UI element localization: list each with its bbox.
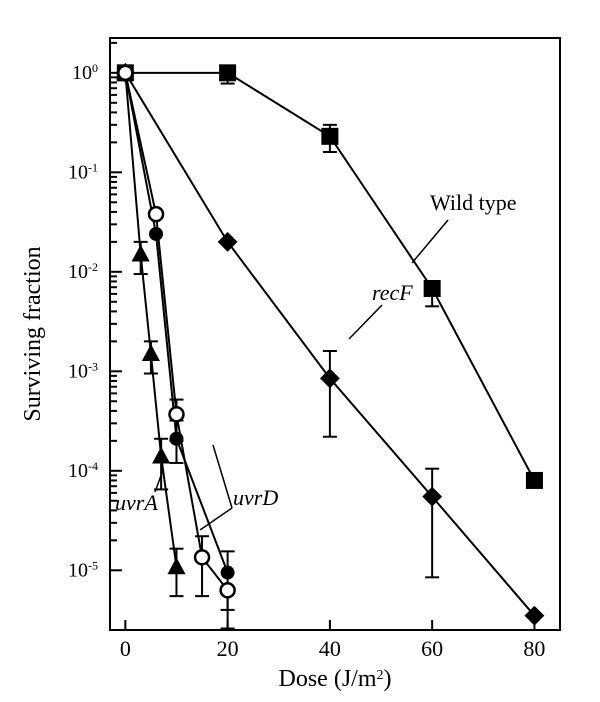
chart-svg: 0 20 40 60 80 Dose (J/m2) 100 10-1 10-2 10-3 10-4 1… — [0, 0, 600, 702]
svg-text:10-3: 10-3 — [68, 359, 98, 382]
svg-text:60: 60 — [421, 636, 443, 661]
svg-text:Surviving fraction: Surviving fraction — [20, 246, 46, 421]
svg-text:10-2: 10-2 — [68, 260, 98, 283]
svg-text:10-4: 10-4 — [68, 459, 98, 482]
svg-text:10-1: 10-1 — [68, 160, 98, 183]
svg-text:80: 80 — [523, 636, 545, 661]
svg-text:Wild type: Wild type — [430, 190, 517, 215]
survival-chart: 0 20 40 60 80 Dose (J/m2) 100 10-1 10-2 10-3 10-4 1… — [0, 0, 600, 702]
svg-text:40: 40 — [319, 636, 341, 661]
svg-text:100: 100 — [72, 61, 98, 84]
svg-text:recF: recF — [372, 280, 413, 305]
svg-text:10-5: 10-5 — [68, 558, 98, 581]
svg-text:uvrD: uvrD — [233, 485, 278, 510]
svg-text:uvrA: uvrA — [115, 490, 158, 515]
svg-text:20: 20 — [217, 636, 239, 661]
svg-text:Dose (J/m2): Dose (J/m2) — [279, 666, 392, 692]
svg-text:0: 0 — [120, 636, 131, 661]
